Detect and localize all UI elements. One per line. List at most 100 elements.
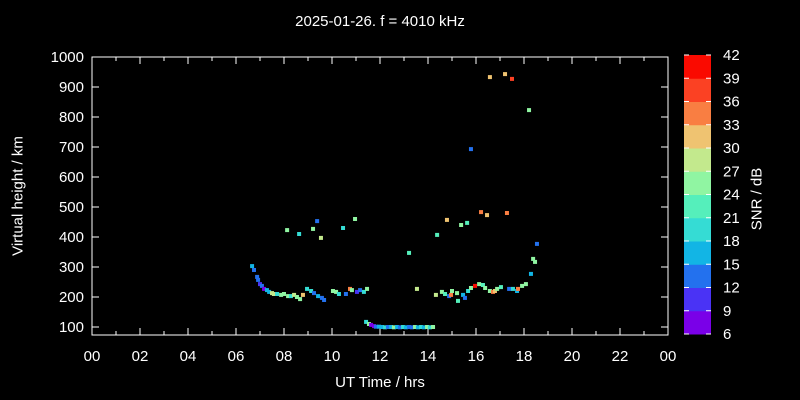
data-point [385, 325, 390, 329]
colorbar-tick-label: 24 [723, 187, 740, 204]
y-tick-label: 900 [59, 79, 84, 96]
x-tick-label: 22 [612, 348, 629, 365]
data-point [369, 322, 374, 327]
colorbar-tick-label: 6 [723, 326, 731, 343]
data-point [391, 325, 396, 330]
data-point [523, 282, 528, 287]
data-point [414, 286, 419, 291]
x-axis-label: UT Time / hrs [335, 374, 425, 391]
data-point [503, 72, 508, 77]
data-point [466, 289, 471, 293]
data-point [527, 108, 532, 113]
data-point [477, 282, 482, 287]
data-point [510, 76, 514, 81]
y-tick-label: 100 [59, 319, 84, 336]
data-point [300, 292, 305, 297]
data-point [271, 292, 276, 296]
colorbar-tick-label: 42 [723, 47, 740, 64]
data-point [319, 295, 324, 300]
data-point [365, 286, 370, 291]
x-tick-label: 12 [372, 348, 389, 365]
data-point [409, 325, 414, 330]
colorbar-tick-label: 18 [723, 233, 740, 250]
data-point [449, 292, 454, 297]
data-point [421, 325, 426, 330]
data-point [401, 325, 406, 329]
data-point [407, 325, 412, 329]
data-point [292, 292, 297, 297]
data-point [459, 223, 464, 227]
data-point [279, 292, 284, 297]
y-tick-label: 800 [59, 109, 84, 126]
data-point [407, 250, 412, 255]
data-point [389, 325, 394, 329]
scatter-points [250, 72, 539, 330]
y-tick-label: 600 [59, 169, 84, 186]
data-point [427, 325, 432, 330]
data-point [379, 325, 384, 329]
data-point [455, 291, 460, 296]
data-point [439, 289, 444, 294]
data-point [341, 226, 346, 230]
data-point [468, 147, 473, 152]
data-point [336, 292, 341, 296]
x-tick-label: 18 [516, 348, 533, 365]
data-point [259, 283, 264, 288]
y-tick-label: 300 [59, 259, 84, 276]
data-point [316, 294, 321, 299]
data-point [315, 219, 320, 224]
data-point [395, 325, 400, 329]
data-point [311, 226, 316, 231]
data-point [531, 256, 536, 261]
data-point [468, 286, 473, 290]
data-point [483, 286, 488, 290]
x-tick-label: 14 [420, 348, 437, 365]
data-point [462, 295, 467, 300]
data-point [473, 283, 478, 288]
data-point [479, 210, 484, 215]
data-point [465, 220, 470, 225]
data-point [267, 289, 272, 294]
y-tick-label: 1000 [51, 49, 84, 66]
data-point [297, 232, 302, 236]
data-point [256, 277, 261, 282]
data-point [435, 232, 440, 237]
data-point [334, 289, 339, 294]
data-point [444, 217, 449, 222]
data-point [397, 325, 402, 330]
data-point [322, 298, 327, 302]
data-point [255, 274, 260, 279]
data-point [364, 319, 369, 324]
data-point [275, 292, 280, 296]
data-point [533, 259, 538, 264]
x-tick-label: 16 [468, 348, 485, 365]
data-point [419, 325, 424, 329]
colorbar-tick-label: 21 [723, 210, 740, 227]
y-axis-label: Virtual height / km [9, 136, 27, 256]
y-tick-label: 500 [59, 199, 84, 216]
data-point [349, 288, 354, 293]
x-tick-label: 10 [324, 348, 341, 365]
chart-title: 2025-01-26. f = 4010 kHz [295, 13, 465, 30]
data-point [413, 325, 418, 329]
x-tick-label: 02 [132, 348, 149, 365]
data-point [358, 288, 363, 293]
data-point [487, 75, 492, 80]
data-point [353, 217, 358, 221]
data-point [312, 291, 316, 296]
data-point [294, 295, 299, 299]
x-tick-label: 06 [228, 348, 245, 365]
data-point [298, 297, 303, 302]
data-point [305, 286, 310, 291]
data-point [262, 286, 267, 291]
x-tick-label: 00 [660, 348, 677, 365]
data-point [485, 213, 490, 218]
data-point [425, 325, 430, 329]
y-tick-label: 700 [59, 139, 84, 156]
colorbar-tick-label: 30 [723, 140, 740, 157]
x-tick-label: 04 [180, 348, 197, 365]
data-point [366, 322, 371, 326]
data-point [433, 292, 438, 297]
colorbar-tick-label: 15 [723, 256, 740, 273]
